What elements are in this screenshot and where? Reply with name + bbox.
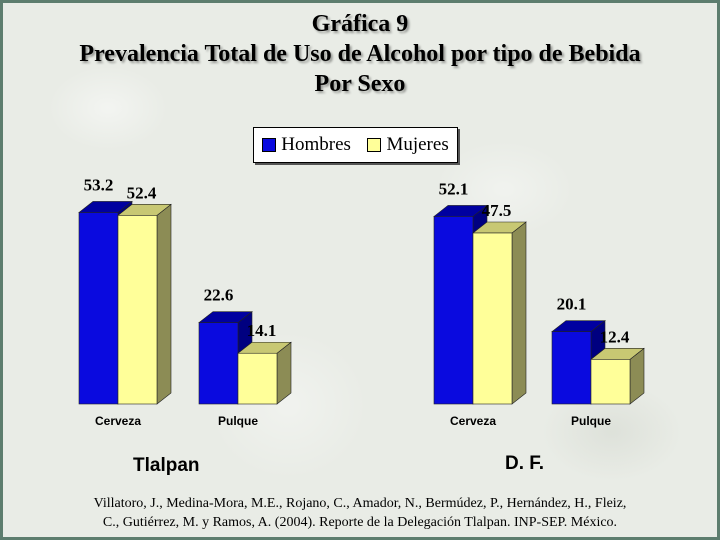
bar-hombres-tlalpan-cerveza <box>78 212 119 405</box>
legend-swatch-mujeres <box>367 138 382 152</box>
legend-label-mujeres: Mujeres <box>386 134 449 155</box>
group-label-df: D. F. <box>505 453 545 474</box>
legend-label-hombres: Hombres <box>281 134 351 155</box>
source-citation: Villatoro, J., Medina-Mora, M.E., Rojano… <box>0 494 720 532</box>
legend-swatch-hombres <box>262 138 277 152</box>
source-line-2: C., Gutiérrez, M. y Ramos, A. (2004). Re… <box>102 515 618 530</box>
legend-item-mujeres: Mujeres <box>367 134 449 156</box>
legend-item-hombres: Hombres <box>262 134 351 156</box>
category-label-d-f-pulque: Pulque <box>571 414 611 428</box>
value-label-mujeres-d-f-cerveza: 47.5 <box>482 201 512 220</box>
category-label-tlalpan-pulque: Pulque <box>218 414 258 428</box>
title-line-2: Prevalencia Total de Uso de Alcohol por … <box>79 41 641 67</box>
value-label-hombres-d-f-pulque: 20.1 <box>557 295 587 314</box>
bar-hombres-d-f-pulque <box>551 331 592 405</box>
value-label-mujeres-tlalpan-pulque: 14.1 <box>247 321 277 340</box>
value-label-hombres-tlalpan-pulque: 22.6 <box>204 286 234 305</box>
bar-mujeres-d-f-cerveza <box>472 232 513 405</box>
category-label-tlalpan-cerveza: Cerveza <box>95 414 141 428</box>
value-label-mujeres-d-f-pulque: 12.4 <box>600 327 630 346</box>
title-line-3: Por Sexo <box>314 71 406 97</box>
group-label-tlalpan: Tlalpan <box>133 455 200 476</box>
bar-mujeres-d-f-pulque <box>590 359 631 405</box>
bar-hombres-d-f-cerveza <box>433 216 474 405</box>
bar-side-mujeres-d-f-cerveza <box>511 221 527 405</box>
chart-title: Gráfica 9 Prevalencia Total de Uso de Al… <box>0 9 720 99</box>
value-label-hombres-tlalpan-cerveza: 53.2 <box>84 175 114 194</box>
bar-mujeres-tlalpan-pulque <box>237 352 278 405</box>
bar-hombres-tlalpan-pulque <box>198 322 239 405</box>
value-label-hombres-d-f-cerveza: 52.1 <box>439 179 469 198</box>
category-label-d-f-cerveza: Cerveza <box>450 414 496 428</box>
chart-legend: Hombres Mujeres <box>253 127 458 163</box>
title-line-1: Gráfica 9 <box>311 11 409 37</box>
bar-mujeres-tlalpan-cerveza <box>117 215 158 405</box>
source-line-1: Villatoro, J., Medina-Mora, M.E., Rojano… <box>93 496 627 511</box>
value-label-mujeres-tlalpan-cerveza: 52.4 <box>127 183 157 202</box>
bar-side-mujeres-tlalpan-cerveza <box>156 203 172 405</box>
